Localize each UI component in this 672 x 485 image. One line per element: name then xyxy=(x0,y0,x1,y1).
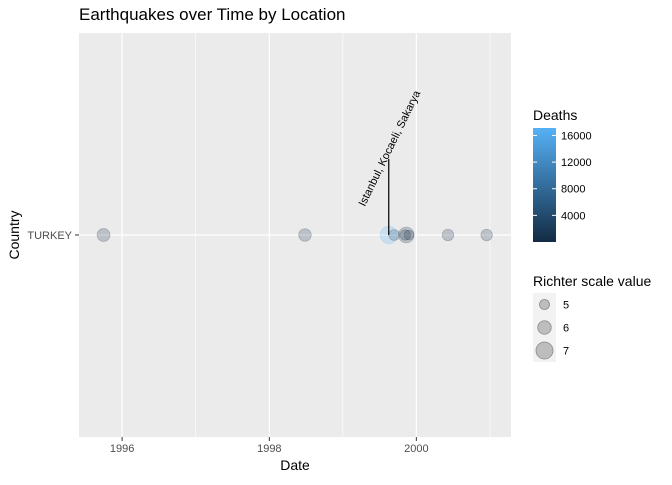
x-tick-label: 2000 xyxy=(404,443,428,455)
data-point xyxy=(298,228,312,242)
legend-deaths-label: 16000 xyxy=(561,130,592,142)
legend-richter-symbol xyxy=(539,299,550,310)
data-point xyxy=(399,229,411,241)
legend-richter-label: 6 xyxy=(563,323,569,335)
data-points xyxy=(96,226,493,244)
legend-richter-symbol xyxy=(535,341,554,360)
legend-deaths-colorbar xyxy=(533,128,556,242)
x-axis: 1996 1998 2000 xyxy=(110,437,429,455)
legend-deaths-title: Deaths xyxy=(533,107,577,123)
legend-richter: Richter scale value 5 6 7 xyxy=(533,273,651,362)
data-point xyxy=(441,228,455,242)
data-point xyxy=(398,226,415,244)
x-tick-label: 1996 xyxy=(110,443,134,455)
legend-deaths-label: 4000 xyxy=(561,210,585,222)
grid-lines xyxy=(79,33,511,437)
x-tick-label: 1998 xyxy=(257,443,281,455)
legend-richter-label: 7 xyxy=(563,346,569,358)
x-axis-label: Date xyxy=(280,457,310,473)
y-tick-label: TURKEY xyxy=(27,230,72,242)
legend-richter-label: 5 xyxy=(563,300,569,312)
data-point xyxy=(96,228,111,242)
data-point xyxy=(403,229,415,241)
legend-richter-symbol xyxy=(537,320,552,335)
legend-deaths-label: 8000 xyxy=(561,184,585,196)
legend-richter-title: Richter scale value xyxy=(533,273,651,289)
data-point xyxy=(480,228,493,242)
y-axis: TURKEY xyxy=(27,230,79,242)
legend-deaths-label: 12000 xyxy=(561,157,592,169)
chart-title: Earthquakes over Time by Location xyxy=(79,5,345,24)
y-axis-label: Country xyxy=(6,210,22,259)
legend-deaths: Deaths 4000 8000 12000 16000 xyxy=(533,107,592,242)
